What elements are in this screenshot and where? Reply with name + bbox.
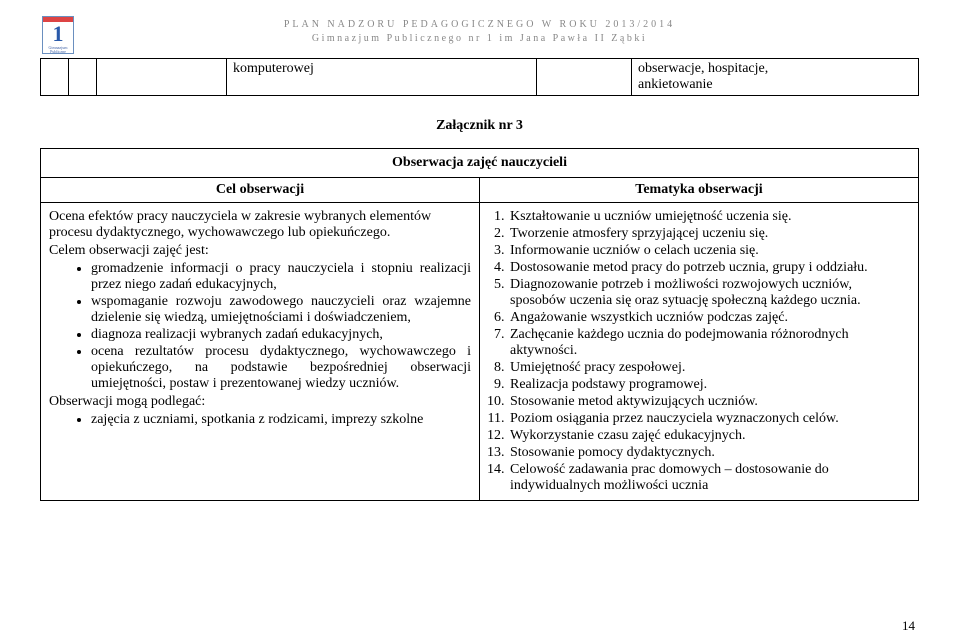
page-number: 14	[902, 618, 915, 634]
right-ordered-list: Kształtowanie u uczniów umiejętność ucze…	[508, 209, 910, 494]
left-bullet-list-2: zajęcia z uczniami, spotkania z rodzicam…	[91, 412, 471, 428]
left-bullet-3: diagnoza realizacji wybranych zadań eduk…	[91, 327, 471, 343]
right-item-6: Angażowanie wszystkich uczniów podczas z…	[508, 310, 910, 326]
right-item-9: Realizacja podstawy programowej.	[508, 377, 910, 393]
cell-empty-1	[41, 59, 69, 96]
right-item-14: Celowość zadawania prac domowych – dosto…	[508, 462, 910, 494]
school-logo: 1 Gimnazjum Publiczne	[42, 16, 74, 54]
right-item-11: Poziom osiągania przez nauczyciela wyzna…	[508, 411, 910, 427]
right-item-13: Stosowanie pomocy dydaktycznych.	[508, 445, 910, 461]
logo-caption: Gimnazjum Publiczne	[43, 46, 73, 54]
cell-obserwacje-line1: obserwacje, hospitacje,	[638, 61, 768, 76]
cell-empty-2	[69, 59, 97, 96]
observation-table: Obserwacja zajęć nauczycieli Cel obserwa…	[40, 148, 919, 501]
continuation-table: komputerowej obserwacje, hospitacje, ank…	[40, 58, 919, 96]
right-column-content: Kształtowanie u uczniów umiejętność ucze…	[480, 203, 919, 501]
right-item-8: Umiejętność pracy zespołowej.	[508, 360, 910, 376]
right-item-12: Wykorzystanie czasu zajęć edukacyjnych.	[508, 428, 910, 444]
right-item-5: Diagnozowanie potrzeb i możliwości rozwo…	[508, 277, 910, 309]
right-item-3: Informowanie uczniów o celach uczenia si…	[508, 243, 910, 259]
left-bullet-1: gromadzenie informacji o pracy nauczycie…	[91, 261, 471, 293]
left-bullet-4: ocena rezultatów procesu dydaktycznego, …	[91, 344, 471, 392]
left-p3: Obserwacji mogą podlegać:	[49, 394, 471, 410]
right-item-2: Tworzenie atmosfery sprzyjającej uczeniu…	[508, 226, 910, 242]
left-p2: Celem obserwacji zajęć jest:	[49, 243, 471, 259]
cell-komputerowej: komputerowej	[227, 59, 537, 96]
left-bullet-5: zajęcia z uczniami, spotkania z rodzicam…	[91, 412, 471, 428]
cell-obserwacje-line2: ankietowanie	[638, 77, 713, 92]
left-column-header: Cel obserwacji	[41, 178, 480, 203]
logo-number: 1	[43, 22, 73, 46]
header-line-2: Gimnazjum Publicznego nr 1 im Jana Pawła…	[40, 32, 919, 46]
left-column-content: Ocena efektów pracy nauczyciela w zakres…	[41, 203, 480, 501]
cell-empty-3	[97, 59, 227, 96]
cell-empty-5	[537, 59, 632, 96]
table-title: Obserwacja zajęć nauczycieli	[41, 149, 919, 178]
right-item-7: Zachęcanie każdego ucznia do podejmowani…	[508, 327, 910, 359]
document-header: PLAN NADZORU PEDAGOGICZNEGO W ROKU 2013/…	[40, 18, 919, 46]
attachment-title: Załącznik nr 3	[40, 118, 919, 134]
header-line-1: PLAN NADZORU PEDAGOGICZNEGO W ROKU 2013/…	[40, 18, 919, 32]
right-item-10: Stosowanie metod aktywizujących uczniów.	[508, 394, 910, 410]
right-item-1: Kształtowanie u uczniów umiejętność ucze…	[508, 209, 910, 225]
right-item-4: Dostosowanie metod pracy do potrzeb uczn…	[508, 260, 910, 276]
left-bullet-2: wspomaganie rozwoju zawodowego nauczycie…	[91, 294, 471, 326]
left-bullet-list-1: gromadzenie informacji o pracy nauczycie…	[91, 261, 471, 392]
cell-obserwacje: obserwacje, hospitacje, ankietowanie	[632, 59, 919, 96]
right-column-header: Tematyka obserwacji	[480, 178, 919, 203]
left-p1: Ocena efektów pracy nauczyciela w zakres…	[49, 209, 471, 241]
